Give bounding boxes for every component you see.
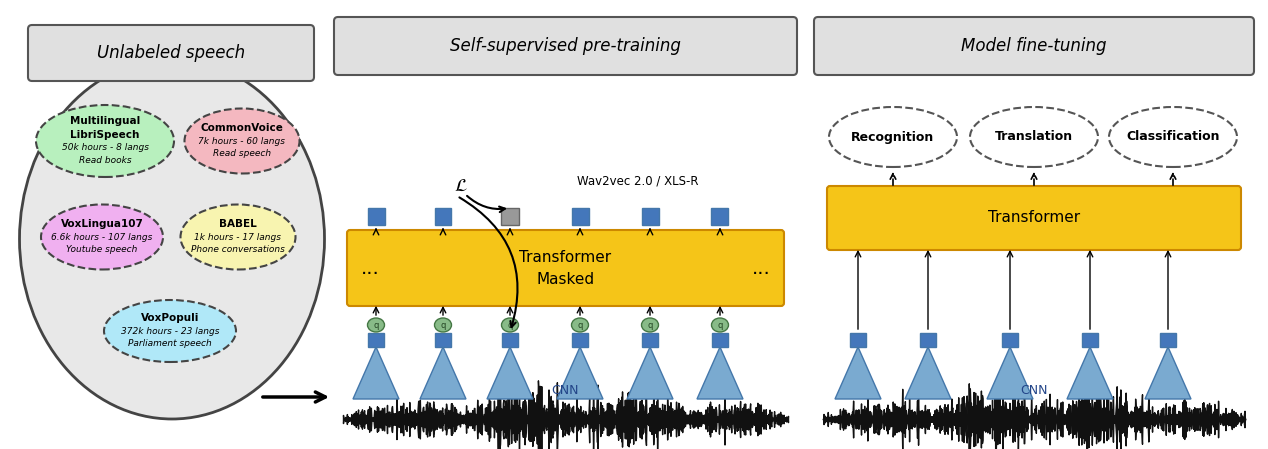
FancyBboxPatch shape <box>502 333 519 347</box>
Polygon shape <box>557 347 604 399</box>
Polygon shape <box>836 347 881 399</box>
Polygon shape <box>626 347 673 399</box>
FancyBboxPatch shape <box>347 230 784 306</box>
Ellipse shape <box>502 318 519 332</box>
Text: VoxPopuli: VoxPopuli <box>141 313 199 323</box>
Polygon shape <box>1066 347 1113 399</box>
Text: Unlabeled speech: Unlabeled speech <box>96 44 245 62</box>
Text: CNN: CNN <box>552 384 579 397</box>
Text: ...: ... <box>752 259 771 277</box>
FancyBboxPatch shape <box>850 333 866 347</box>
FancyBboxPatch shape <box>642 333 658 347</box>
FancyBboxPatch shape <box>1082 333 1098 347</box>
Text: BABEL: BABEL <box>219 219 257 229</box>
Polygon shape <box>697 347 743 399</box>
Polygon shape <box>353 347 399 399</box>
Text: CommonVoice: CommonVoice <box>200 123 284 133</box>
FancyBboxPatch shape <box>1160 333 1175 347</box>
Text: ...: ... <box>360 259 379 277</box>
Ellipse shape <box>41 204 164 269</box>
FancyBboxPatch shape <box>368 333 384 347</box>
Text: Transformer: Transformer <box>988 211 1080 225</box>
Text: Self-supervised pre-training: Self-supervised pre-training <box>450 37 681 55</box>
Text: CNN: CNN <box>1021 384 1047 397</box>
FancyBboxPatch shape <box>713 333 728 347</box>
FancyBboxPatch shape <box>435 333 451 347</box>
FancyBboxPatch shape <box>28 25 314 81</box>
Text: 6.6k hours - 107 langs: 6.6k hours - 107 langs <box>51 233 152 242</box>
Text: 50k hours - 8 langs: 50k hours - 8 langs <box>62 143 148 152</box>
Ellipse shape <box>435 318 451 332</box>
Ellipse shape <box>185 109 299 173</box>
FancyBboxPatch shape <box>1002 333 1018 347</box>
Ellipse shape <box>36 105 174 177</box>
FancyBboxPatch shape <box>572 208 588 225</box>
Text: Transformer: Transformer <box>520 251 611 265</box>
Text: 1k hours - 17 langs: 1k hours - 17 langs <box>194 233 281 242</box>
Text: VoxLingua107: VoxLingua107 <box>61 219 143 229</box>
Text: q: q <box>373 321 379 330</box>
FancyBboxPatch shape <box>827 186 1241 250</box>
Text: Masked: Masked <box>536 273 595 287</box>
FancyBboxPatch shape <box>814 17 1254 75</box>
Ellipse shape <box>572 318 588 332</box>
Text: Read speech: Read speech <box>213 150 271 158</box>
Text: LibriSpeech: LibriSpeech <box>70 129 139 140</box>
Text: Parliament speech: Parliament speech <box>128 339 212 348</box>
Text: Youtube speech: Youtube speech <box>66 246 138 255</box>
Text: 372k hours - 23 langs: 372k hours - 23 langs <box>120 326 219 335</box>
Text: Model fine-tuning: Model fine-tuning <box>961 37 1107 55</box>
FancyBboxPatch shape <box>642 208 658 225</box>
FancyBboxPatch shape <box>921 333 936 347</box>
Ellipse shape <box>711 318 729 332</box>
FancyBboxPatch shape <box>572 333 588 347</box>
Ellipse shape <box>829 107 957 167</box>
Text: Recognition: Recognition <box>851 131 935 144</box>
Text: Wav2vec 2.0 / XLS-R: Wav2vec 2.0 / XLS-R <box>577 175 699 188</box>
Polygon shape <box>487 347 533 399</box>
Text: Phone conversations: Phone conversations <box>191 246 285 255</box>
Ellipse shape <box>104 300 236 362</box>
Polygon shape <box>420 347 467 399</box>
Text: q: q <box>647 321 653 330</box>
Ellipse shape <box>642 318 658 332</box>
Polygon shape <box>905 347 951 399</box>
Text: Read books: Read books <box>79 156 132 165</box>
Text: Multilingual: Multilingual <box>70 116 141 127</box>
Text: q: q <box>507 321 512 330</box>
Polygon shape <box>987 347 1033 399</box>
Text: q: q <box>577 321 583 330</box>
Text: q: q <box>718 321 723 330</box>
Ellipse shape <box>19 59 325 419</box>
Ellipse shape <box>368 318 384 332</box>
FancyBboxPatch shape <box>711 208 729 225</box>
FancyBboxPatch shape <box>333 17 798 75</box>
Text: 7k hours - 60 langs: 7k hours - 60 langs <box>199 136 285 145</box>
Text: Classification: Classification <box>1126 131 1220 144</box>
Polygon shape <box>1145 347 1191 399</box>
Ellipse shape <box>970 107 1098 167</box>
Ellipse shape <box>1110 107 1238 167</box>
Ellipse shape <box>180 204 295 269</box>
Text: $\mathcal{L}$: $\mathcal{L}$ <box>454 177 468 195</box>
FancyBboxPatch shape <box>368 208 384 225</box>
Text: Translation: Translation <box>995 131 1073 144</box>
FancyBboxPatch shape <box>435 208 451 225</box>
FancyBboxPatch shape <box>502 208 519 225</box>
Text: q: q <box>440 321 445 330</box>
